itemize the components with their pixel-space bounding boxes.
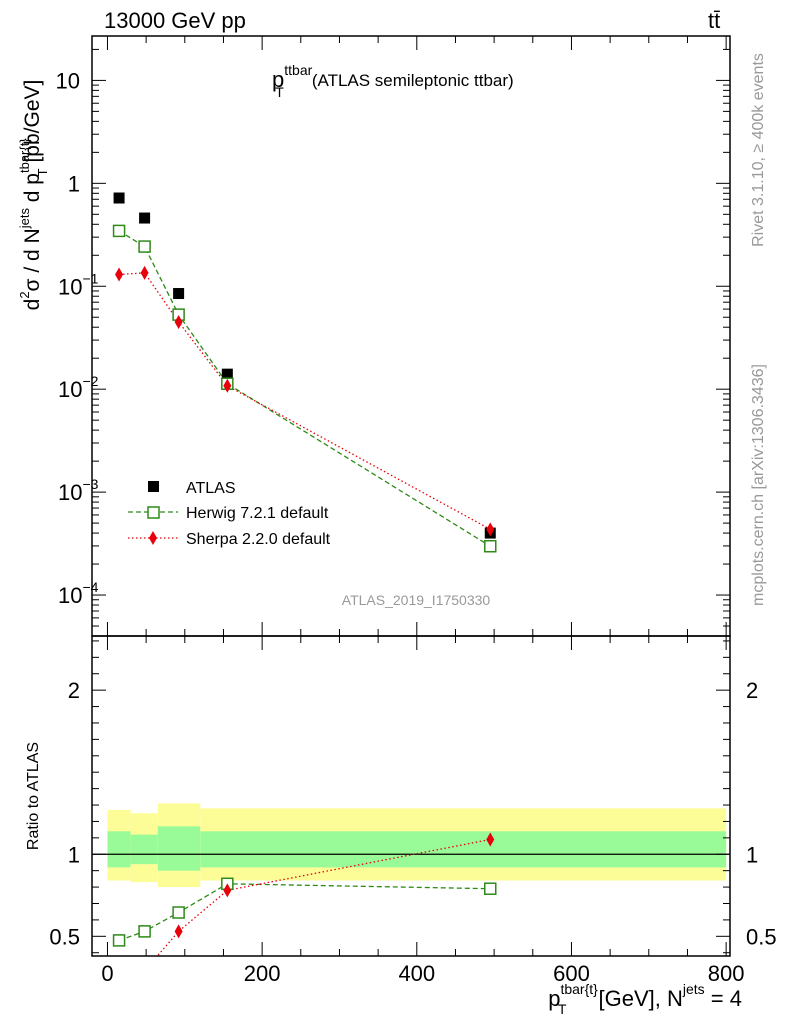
ratio-point-sherpa <box>115 982 123 996</box>
ratio-point-sherpa <box>141 964 149 978</box>
main-point-sherpa <box>115 267 124 282</box>
main-y-axis-label: d2σ / d Njets d ptbar{t} T [pb/GeV] <box>17 80 50 311</box>
title-sup: ttbar <box>284 62 312 78</box>
main-line-herwig <box>118 230 491 547</box>
main-point-herwig <box>138 240 151 253</box>
ratio-band-inner <box>130 834 158 865</box>
legend-marker-herwig <box>147 506 160 519</box>
x-tick-label: 200 <box>244 961 281 986</box>
main-y-tick-label: 1 <box>68 171 80 196</box>
title-rest: (ATLAS semileptonic ttbar) <box>312 71 514 90</box>
main-panel: pttbar T (ATLAS semileptonic ttbar) ATLAS_… <box>17 35 731 637</box>
ratio-panel-frame <box>91 635 731 957</box>
legend-marker-atlas <box>148 481 159 492</box>
main-point-sherpa <box>140 265 149 280</box>
ratio-y-tick-label-left: 2 <box>68 678 80 703</box>
ratio-y-axis-ticks: 0.5 0.5 1 1 2 2 <box>49 640 777 954</box>
ratio-y-tick-label-left: 1 <box>68 842 80 867</box>
title-symbol: p <box>272 67 284 92</box>
x-tick-label: 0 <box>101 961 113 986</box>
legend-label-atlas: ATLAS <box>186 480 236 497</box>
main-point-herwig <box>112 224 126 238</box>
main-series-layer <box>112 192 497 553</box>
plot-title: pttbar T (ATLAS semileptonic ttbar) <box>272 62 514 100</box>
ratio-point-herwig <box>484 882 497 895</box>
main-y-tick-label: 10−4 <box>58 579 99 608</box>
ratio-panel: 0.5 0.51 12 2 0 200 400 600 800 Ratio to ATLAS … <box>25 635 777 1017</box>
main-point-sherpa <box>223 378 232 393</box>
ratio-point-sherpa <box>486 832 495 847</box>
main-point-atlas <box>173 288 185 300</box>
rivet-version-label: Rivet 3.1.10, ≥ 400k events <box>750 53 767 247</box>
ratio-y-tick-label-right: 0.5 <box>746 924 777 949</box>
ratio-band-inner <box>200 831 727 868</box>
main-y-tick-label: 10−1 <box>58 270 99 299</box>
main-point-atlas <box>139 212 151 224</box>
ratio-uncertainty-bands <box>107 803 727 888</box>
x-axis-label: ptbar{t} T [GeV], Njets = 4 <box>548 981 742 1017</box>
title-sub: T <box>275 84 284 100</box>
main-y-tick-label: 10−3 <box>58 476 99 505</box>
legend-entry-atlas: ATLAS <box>148 480 236 497</box>
ratio-y-tick-label-right: 1 <box>746 842 758 867</box>
x-tick-label: 400 <box>398 961 435 986</box>
legend-label-herwig: Herwig 7.2.1 default <box>186 505 329 522</box>
main-point-sherpa <box>486 522 495 537</box>
main-point-herwig <box>484 539 497 553</box>
main-y-tick-label: 10 <box>56 68 80 93</box>
x-tick-label: 600 <box>553 961 590 986</box>
ratio-line-sherpa <box>156 838 491 956</box>
ratio-x-axis-ticks: 0 200 400 600 800 <box>101 636 744 986</box>
ratio-point-sherpa <box>223 883 232 898</box>
ratio-band-inner <box>157 826 201 871</box>
mcplots-label: mcplots.cern.ch [arXiv:1306.3436] <box>750 364 767 606</box>
legend-entry-sherpa: Sherpa 2.2.0 default <box>128 531 331 548</box>
ratio-point-herwig <box>138 925 151 938</box>
ratio-y-tick-label-right: 2 <box>746 678 758 703</box>
main-point-atlas <box>221 368 233 380</box>
ratio-y-axis-label: Ratio to ATLAS <box>25 742 42 850</box>
ratio-point-sherpa <box>174 924 183 939</box>
x-tick-label: 800 <box>708 961 745 986</box>
main-y-axis-ticks: 10 1 10−1 10−2 10−3 10−4 <box>56 48 730 637</box>
ratio-series-layer <box>112 832 497 996</box>
collision-label: 13000 GeV pp <box>104 8 246 33</box>
main-point-sherpa <box>174 314 183 329</box>
process-label: tt̄ <box>708 8 720 33</box>
main-x-axis-ticks <box>106 36 727 636</box>
ratio-y-tick-label-left: 0.5 <box>49 924 80 949</box>
legend-entry-herwig: Herwig 7.2.1 default <box>128 505 329 522</box>
legend: ATLAS Herwig 7.2.1 default Sherpa 2.2.0 … <box>128 480 331 548</box>
legend-label-sherpa: Sherpa 2.2.0 default <box>186 531 331 548</box>
analysis-id-label: ATLAS_2019_I1750330 <box>342 592 491 608</box>
ratio-band-inner <box>107 831 131 868</box>
ratio-point-herwig <box>172 906 185 919</box>
main-point-atlas <box>113 192 125 204</box>
main-y-tick-label: 10−2 <box>58 373 99 402</box>
ratio-point-herwig <box>112 934 126 947</box>
legend-marker-sherpa <box>149 531 157 545</box>
